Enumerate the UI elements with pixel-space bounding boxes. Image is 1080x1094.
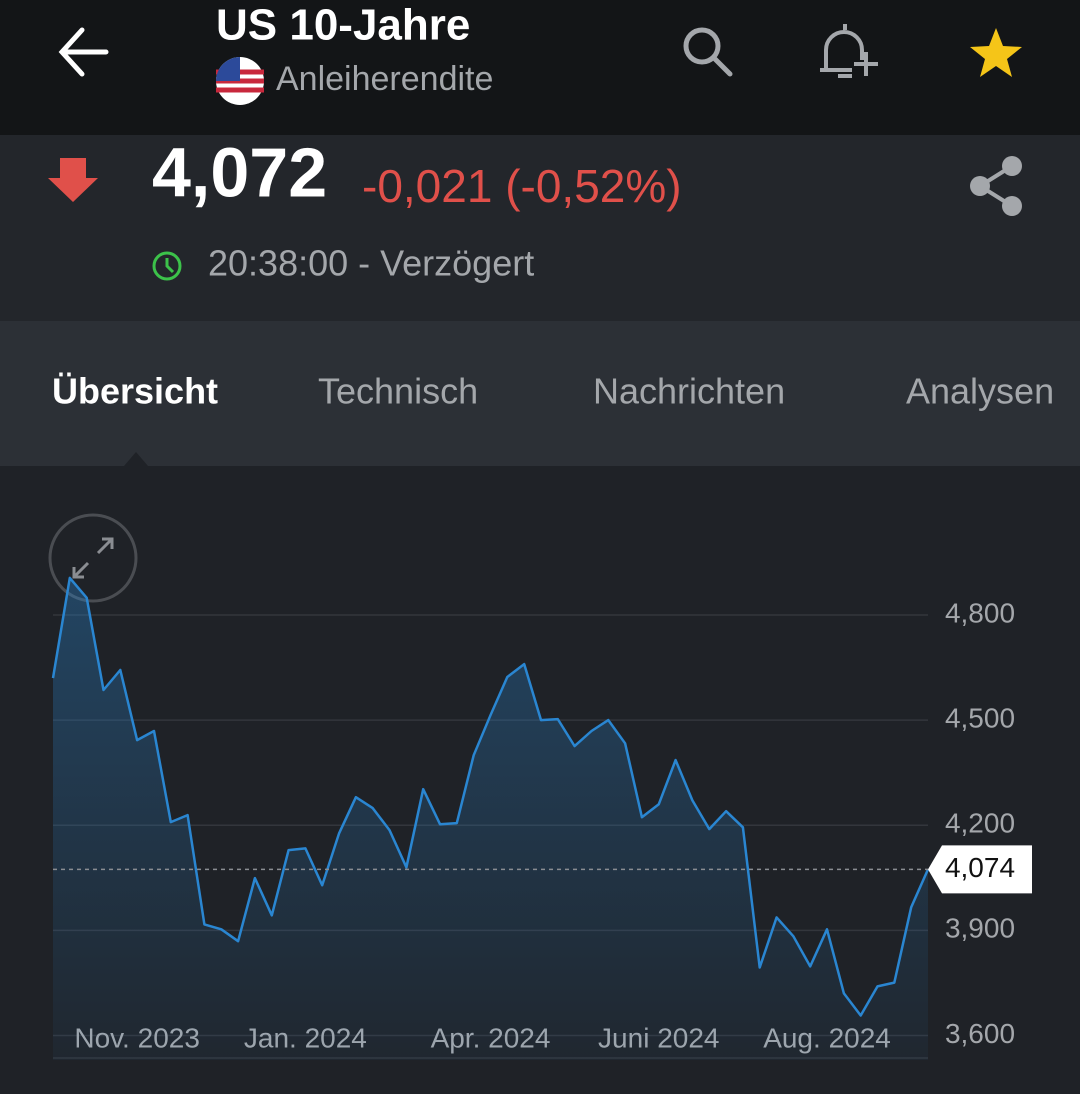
time: 20:38:00 - Verzögert [208, 243, 534, 284]
app-bar [0, 0, 1080, 135]
price: 4,072 [152, 133, 327, 211]
line [51, 576, 930, 1017]
area [53, 577, 928, 1060]
tab[interactable]: Analysen [906, 371, 1054, 412]
down-arrow [48, 158, 98, 202]
change: -0,021 (-0,52%) [362, 160, 682, 212]
subtitle: Anleiherendite [276, 60, 493, 98]
favorite-button[interactable] [970, 28, 1022, 77]
quote-panel [0, 135, 1080, 321]
share-button[interactable] [970, 156, 1022, 216]
us-flag [216, 57, 264, 105]
tab[interactable]: Übersicht [52, 371, 218, 412]
current-label: 4,074 [945, 852, 1015, 883]
tab[interactable]: Nachrichten [593, 371, 785, 412]
y-tick-label: 4,200 [945, 808, 1015, 839]
clock-icon [152, 251, 182, 281]
alert-button[interactable] [820, 24, 878, 78]
y-tick-label: 3,600 [945, 1018, 1015, 1049]
tab[interactable]: Technisch [318, 371, 478, 412]
title: US 10-Jahre [216, 1, 470, 50]
expand-button[interactable] [48, 513, 138, 603]
search-button[interactable] [683, 27, 733, 77]
y-tick-label: 4,500 [945, 703, 1015, 734]
current-badge [928, 845, 1032, 894]
y-tick-label: 3,900 [945, 913, 1015, 944]
tab-pointer [124, 452, 148, 466]
back-button[interactable] [58, 27, 109, 77]
tab-bar [0, 321, 1080, 466]
y-tick-label: 4,800 [945, 597, 1015, 628]
